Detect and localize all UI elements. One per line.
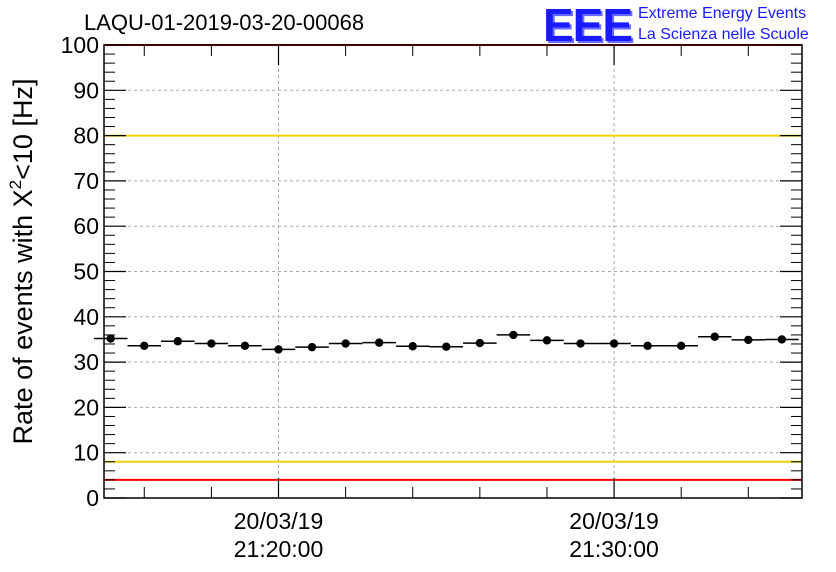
grid-layer xyxy=(104,45,802,498)
data-point xyxy=(127,341,162,350)
data-marker xyxy=(576,339,585,348)
data-point xyxy=(496,330,531,340)
data-marker xyxy=(240,341,250,350)
axis-labels: 010203040506070809010020/03/1921:20:0020… xyxy=(61,32,659,562)
data-point xyxy=(194,339,229,348)
data-marker xyxy=(341,339,350,348)
y-tick-label: 90 xyxy=(73,77,99,103)
axis-ticks xyxy=(104,44,802,499)
logo-line-2: La Scienza nelle Scuole xyxy=(638,26,809,43)
y-tick-label: 80 xyxy=(73,123,99,149)
data-point xyxy=(295,342,329,352)
data-marker xyxy=(643,341,652,350)
data-marker xyxy=(274,345,283,354)
data-point xyxy=(429,342,464,351)
y-axis-label: Rate of events with X2<10 [Hz] xyxy=(6,79,38,445)
data-marker xyxy=(475,338,485,348)
y-axis-label-superscript: 2 xyxy=(6,180,25,189)
y-tick-label: 50 xyxy=(73,259,99,285)
y-axis-label-main: Rate of events with X xyxy=(8,189,38,444)
x-tick-time-label: 21:30:00 xyxy=(569,536,659,562)
data-marker xyxy=(777,335,787,344)
y-tick-label: 40 xyxy=(73,304,99,330)
data-point xyxy=(93,334,128,343)
eee-logo-mark: EEE xyxy=(543,0,633,51)
data-marker xyxy=(542,336,552,345)
data-marker xyxy=(140,341,149,350)
limit-lines xyxy=(104,44,802,481)
y-tick-label: 10 xyxy=(73,440,99,466)
data-point xyxy=(731,335,766,345)
data-marker xyxy=(744,335,753,345)
data-marker xyxy=(307,342,317,352)
y-tick-label: 30 xyxy=(73,349,99,375)
data-marker xyxy=(609,339,619,348)
data-point xyxy=(362,338,396,347)
y-axis-label-tail: <10 [Hz] xyxy=(8,79,38,180)
data-marker xyxy=(509,330,518,340)
data-point xyxy=(563,339,598,348)
data-point xyxy=(530,336,564,345)
logo-line-1: Extreme Energy Events xyxy=(638,5,807,22)
data-point xyxy=(597,339,631,348)
data-point xyxy=(630,341,665,350)
x-tick-date-label: 20/03/19 xyxy=(569,508,659,534)
data-point xyxy=(664,341,698,350)
data-point xyxy=(328,339,363,348)
data-point xyxy=(228,341,262,350)
data-point xyxy=(395,342,430,351)
y-tick-label: 100 xyxy=(61,32,99,58)
data-marker xyxy=(408,342,417,351)
data-points xyxy=(93,330,799,354)
data-marker xyxy=(173,337,183,346)
data-point xyxy=(463,338,497,348)
data-marker xyxy=(710,332,719,341)
data-point xyxy=(697,332,732,341)
y-tick-label: 0 xyxy=(86,485,99,511)
data-point xyxy=(765,335,799,344)
data-point xyxy=(261,345,296,354)
x-tick-time-label: 21:20:00 xyxy=(234,536,324,562)
eee-logo-text: Extreme Energy Events La Scienza nelle S… xyxy=(638,3,809,45)
y-tick-label: 20 xyxy=(73,394,99,420)
data-marker xyxy=(374,338,384,347)
data-marker xyxy=(106,334,115,343)
x-tick-date-label: 20/03/19 xyxy=(234,508,324,534)
chart-title: LAQU-01-2019-03-20-00068 xyxy=(84,10,365,35)
data-marker xyxy=(676,341,686,350)
y-tick-label: 60 xyxy=(73,213,99,239)
data-marker xyxy=(207,339,216,348)
data-marker xyxy=(442,342,451,351)
y-tick-label: 70 xyxy=(73,168,99,194)
data-point xyxy=(161,337,195,346)
